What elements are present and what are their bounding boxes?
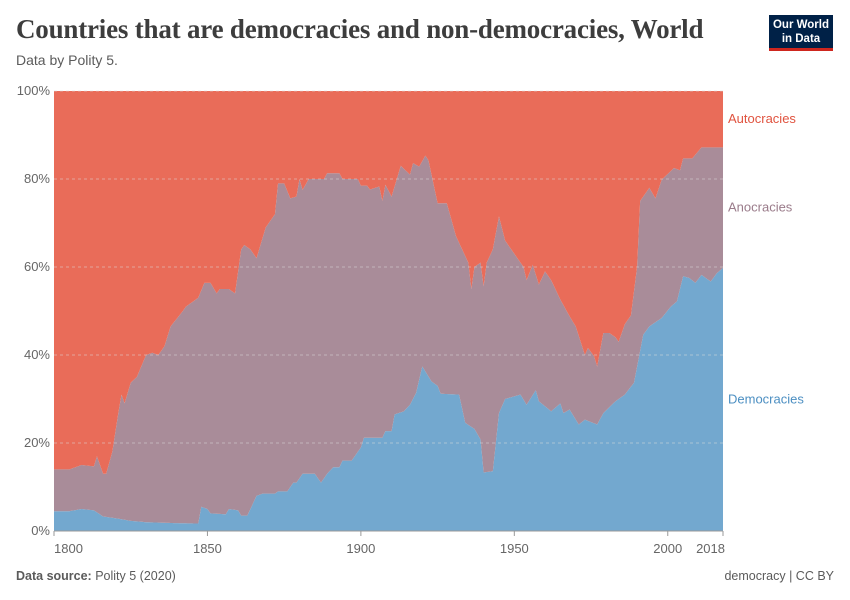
x-tick-label: 1900 (346, 541, 375, 556)
chart-subtitle: Data by Polity 5. (16, 52, 118, 68)
area-anocracies[interactable] (54, 147, 723, 524)
x-tick-label: 1950 (500, 541, 529, 556)
y-tick-label: 60% (24, 259, 50, 274)
data-source-label: Data source: (16, 569, 92, 583)
y-tick-label: 80% (24, 171, 50, 186)
legend-label-democracies[interactable]: Democracies (728, 391, 804, 406)
chart-title: Countries that are democracies and non-d… (16, 14, 704, 44)
x-tick-label: 1800 (54, 541, 83, 556)
y-tick-label: 100% (17, 83, 51, 98)
y-tick-label: 0% (31, 523, 50, 538)
y-tick-label: 20% (24, 435, 50, 450)
owid-logo[interactable]: Our World in Data (769, 15, 833, 51)
footer-license[interactable]: democracy | CC BY (724, 569, 834, 583)
x-tick-label: 2000 (653, 541, 682, 556)
y-tick-label: 40% (24, 347, 50, 362)
x-tick-label: 1850 (193, 541, 222, 556)
x-tick-label: 2018 (696, 541, 725, 556)
data-source-link[interactable]: Polity 5 (2020) (95, 569, 176, 583)
area-democracies[interactable] (54, 267, 723, 531)
data-source: Data source: Polity 5 (2020) (16, 569, 176, 583)
legend-label-autocracies[interactable]: Autocracies (728, 111, 796, 126)
area-autocracies[interactable] (54, 91, 723, 474)
legend-label-anocracies[interactable]: Anocracies (728, 200, 793, 215)
